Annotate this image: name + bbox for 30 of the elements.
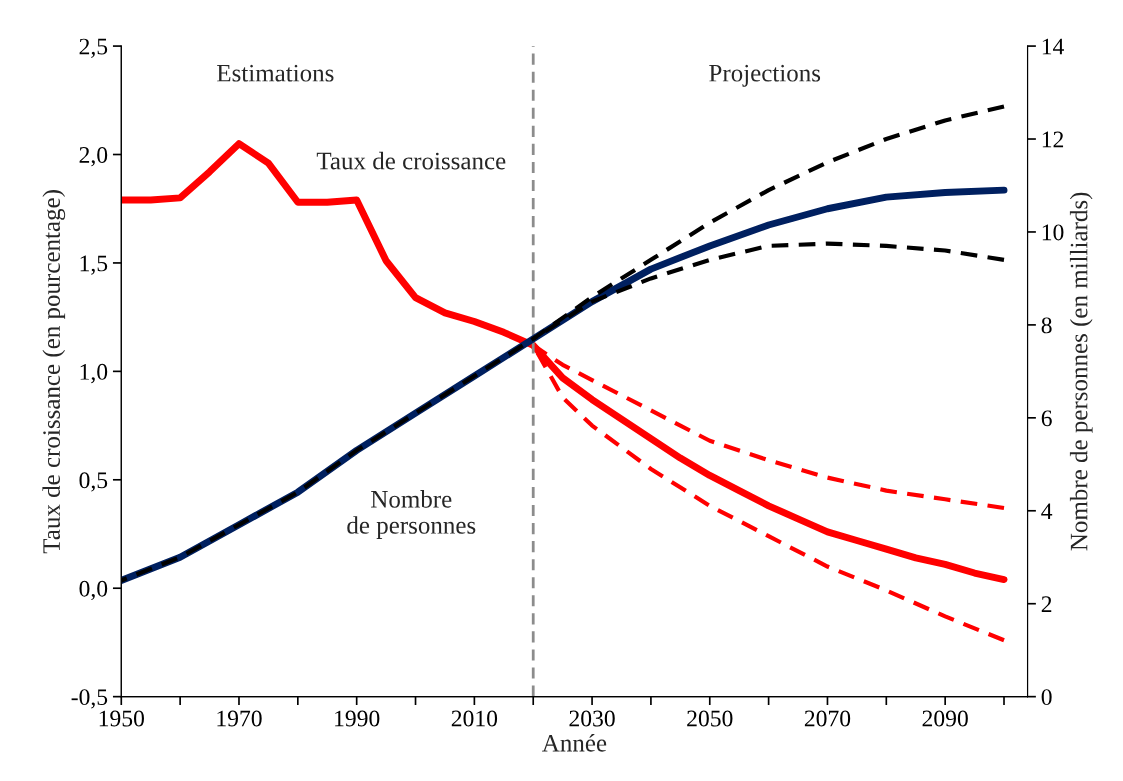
y2-tick-label: 8 [1041, 317, 1052, 334]
y-axis-title: Taux de croissance (en pourcentage) [42, 190, 66, 554]
annotation: Taux de croissance [316, 151, 506, 170]
x-tick-label: 2010 [451, 710, 498, 727]
x-tick-label: 2070 [804, 710, 851, 727]
y-tick-label: 0,0 [79, 580, 108, 601]
y-tick-label: 2,0 [79, 147, 108, 167]
annotation: Estimations [217, 64, 334, 82]
x-axis-title: Année [542, 734, 607, 752]
x-tick-label: 1990 [335, 710, 380, 727]
x-tick-label: 2030 [569, 710, 615, 727]
x-tick-label: 1970 [217, 710, 262, 727]
y-tick-label: -0,5 [71, 689, 108, 709]
y2-tick-label: 2 [1041, 596, 1052, 612]
y-tick-label: 0,5 [79, 472, 108, 492]
y2-tick-label: 6 [1041, 410, 1052, 427]
y2-tick-label: 4 [1041, 503, 1053, 519]
x-tick-label: 1950 [99, 710, 144, 727]
y2-tick-label: 0 [1041, 689, 1052, 706]
y2-tick-label: 10 [1042, 224, 1064, 241]
y-tick-label: 1,0 [80, 363, 108, 384]
y2-axis-title: Nombre de personnes (en milliards) [1069, 192, 1093, 551]
annotation: Projections [709, 64, 821, 87]
x-tick-label: 2050 [687, 710, 733, 727]
x-tick-label: 2090 [922, 710, 968, 727]
y-tick-label: 1,5 [80, 255, 108, 275]
annotation: Nombre de personnes [347, 490, 476, 539]
y2-tick-label: 14 [1042, 38, 1064, 55]
y-tick-label: 2,5 [79, 38, 108, 58]
y2-tick-label: 12 [1042, 131, 1064, 148]
